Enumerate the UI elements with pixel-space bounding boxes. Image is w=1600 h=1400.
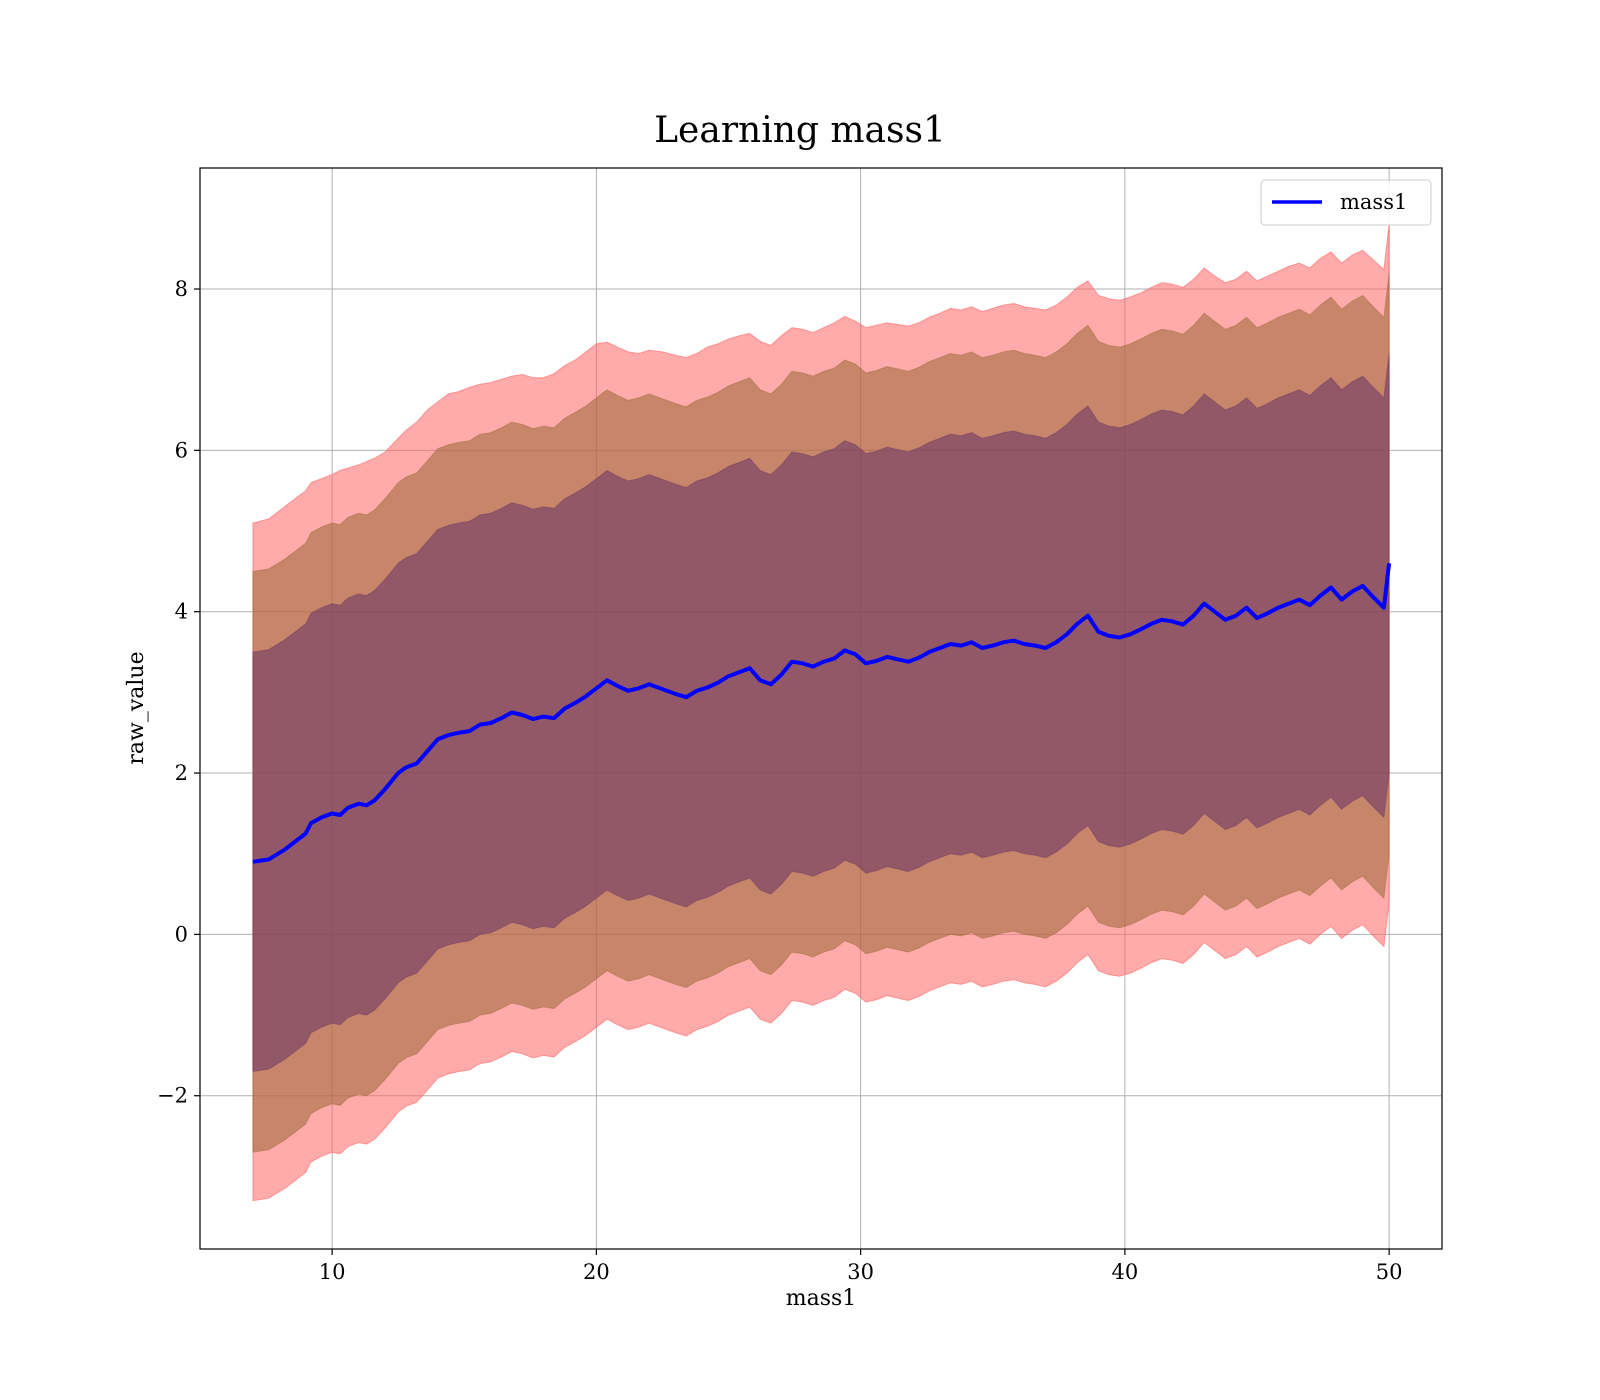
legend: mass1: [1260, 179, 1432, 226]
x-tick-label-0: 10: [319, 1260, 346, 1284]
legend-box: [1260, 179, 1432, 226]
y-axis-label: raw_value: [124, 651, 149, 764]
chart-title: Learning mass1: [654, 110, 946, 151]
y-tick-label-2: 2: [175, 761, 188, 785]
y-tick-label-4: 6: [175, 438, 188, 462]
x-tick-label-4: 50: [1376, 1260, 1403, 1284]
plot-area-frame: [199, 167, 1443, 1250]
x-axis-ticks: 10 20 30 40 50: [319, 1249, 1403, 1284]
legend-entry-mass1: mass1: [1340, 190, 1407, 214]
y-axis-ticks: −2 0 2 4 6 8: [157, 277, 200, 1108]
x-tick-label-3: 40: [1112, 1260, 1139, 1284]
band-inner: [252, 353, 1390, 1073]
y-tick-label-5: 8: [175, 277, 188, 301]
x-axis-label: mass1: [786, 1286, 857, 1311]
confidence-bands: [252, 224, 1390, 1202]
y-tick-label-1: 0: [175, 922, 188, 946]
y-tick-label-3: 4: [175, 600, 188, 624]
y-tick-label-0: −2: [157, 1084, 188, 1108]
series-lines: [252, 563, 1392, 864]
x-tick-label-2: 30: [847, 1260, 874, 1284]
series-line-mass1: [252, 563, 1392, 864]
x-tick-label-1: 20: [583, 1260, 610, 1284]
